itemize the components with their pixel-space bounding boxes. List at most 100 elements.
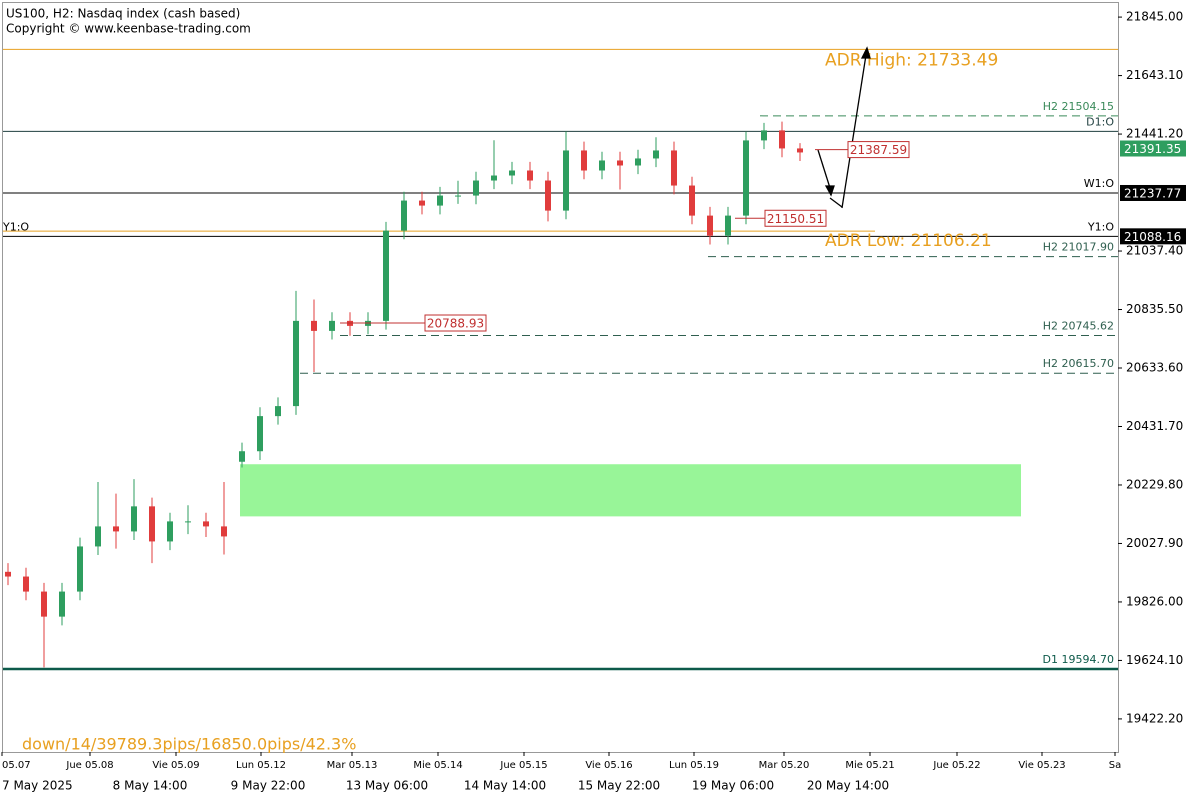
level-label: Y1:O [1087, 220, 1114, 233]
y-tick-label: 21643.10 [1126, 68, 1183, 82]
y-tick-label: 20229.80 [1126, 477, 1183, 491]
x-time-label: 15 May 22:00 [578, 779, 660, 793]
candle-body [149, 506, 155, 542]
candle-body [599, 160, 605, 171]
candle-body [491, 175, 497, 181]
candle-body [401, 200, 407, 231]
level-label: D1:O [1086, 115, 1114, 128]
candle-body [419, 200, 425, 206]
adr-label: ADR Low: 21106.21 [825, 231, 992, 251]
x-tick-label: Mie 05.14 [413, 760, 462, 771]
x-tick-label: Sa [1109, 760, 1121, 771]
axis-price-label: 21088.16 [1124, 230, 1181, 244]
price-tag: 21150.51 [767, 212, 824, 226]
price-tag-box [424, 314, 487, 332]
x-time-label: 20 May 14:00 [807, 779, 889, 793]
candle-body [257, 416, 263, 452]
arrow-head [860, 46, 871, 59]
x-time-label: 14 May 14:00 [464, 779, 546, 793]
candle-body [203, 521, 209, 527]
axis-price-box [1120, 184, 1186, 201]
price-tag-box [847, 141, 910, 159]
y-tick-label: 21037.40 [1126, 244, 1183, 258]
chart-title: US100, H2: Nasdaq index (cash based) [6, 7, 240, 21]
candle-body [707, 215, 713, 236]
level-label: H2 21504.15 [1043, 100, 1114, 113]
candle-body [95, 526, 101, 547]
y-tick-label: 20633.60 [1126, 361, 1183, 375]
x-tick-label: Jue 05.22 [932, 760, 980, 771]
x-tick-label: 05.07 [2, 760, 31, 771]
x-tick-label: Lun 05.19 [669, 760, 719, 771]
y-tick-label: 19624.10 [1126, 653, 1183, 667]
price-tag: 20788.93 [427, 317, 484, 331]
candle-body [455, 195, 461, 197]
candle-body [329, 320, 335, 331]
level-label: D1 19594.70 [1043, 653, 1114, 666]
candle-body [527, 170, 533, 181]
x-time-label: 13 May 06:00 [346, 779, 428, 793]
candle-body [185, 521, 191, 523]
x-time-label: 8 May 14:00 [113, 779, 188, 793]
candle-body [5, 571, 11, 577]
candle-body [671, 150, 677, 186]
candle-body [41, 591, 47, 617]
candle-body [311, 320, 317, 331]
annotation-arrows [817, 46, 871, 209]
candle-body [563, 150, 569, 211]
x-tick-label: Jue 05.15 [499, 760, 547, 771]
candle-body [689, 185, 695, 216]
candle-body [635, 158, 641, 166]
footer-stats: down/14/39789.3pips/16850.0pips/42.3% [22, 735, 356, 754]
candle-body [221, 526, 227, 537]
candle-body [473, 180, 479, 196]
axis-price-box [1120, 140, 1186, 157]
x-time-label: 7 May 2025 [2, 779, 73, 793]
y-tick-label: 20027.90 [1126, 536, 1183, 550]
candle-body [77, 546, 83, 592]
y-tick-label: 20835.50 [1126, 302, 1183, 316]
x-tick-label: Mar 05.13 [327, 760, 378, 771]
candle-body [725, 215, 731, 236]
candle-body [581, 150, 587, 171]
x-tick-label: Vie 05.23 [1018, 760, 1065, 771]
candle-body [797, 148, 803, 153]
candle-body [761, 130, 767, 141]
y-tick-label: 19422.20 [1126, 711, 1183, 725]
candle-body [509, 170, 515, 176]
arrow-head [824, 185, 835, 197]
x-tick-label: Mar 05.20 [759, 760, 810, 771]
candle-body [437, 195, 443, 206]
level-label: W1:O [1084, 177, 1115, 190]
candle-body [59, 591, 65, 617]
candle-body [545, 180, 551, 211]
arrow [817, 149, 831, 189]
adr-label: ADR High: 21733.49 [825, 50, 998, 70]
candle-body [113, 526, 119, 532]
level-label: H2 20615.70 [1043, 357, 1114, 370]
arrow [841, 54, 867, 209]
x-tick-label: Vie 05.16 [585, 760, 632, 771]
candle-body [275, 406, 281, 417]
arrow [829, 197, 843, 208]
candle-body [743, 140, 749, 216]
y-tick-label: 21441.20 [1126, 127, 1183, 141]
x-time-label: 9 May 22:00 [231, 779, 306, 793]
level-label: Y1:O [2, 220, 29, 233]
candle-body [23, 576, 29, 592]
x-tick-label: Mie 05.21 [845, 760, 894, 771]
price-tag: 21387.59 [850, 143, 907, 157]
level-label: H2 20745.62 [1043, 320, 1114, 333]
candle-body [167, 521, 173, 542]
candle-body [131, 506, 137, 532]
candle-body [239, 451, 245, 462]
candle-body [293, 320, 299, 407]
x-tick-label: Jue 05.08 [65, 760, 113, 771]
chart-subtitle: Copyright © www.keenbase-trading.com [6, 22, 251, 36]
candle-body [779, 130, 785, 149]
axis-price-box [1120, 228, 1186, 245]
plot-frame [2, 2, 1119, 753]
